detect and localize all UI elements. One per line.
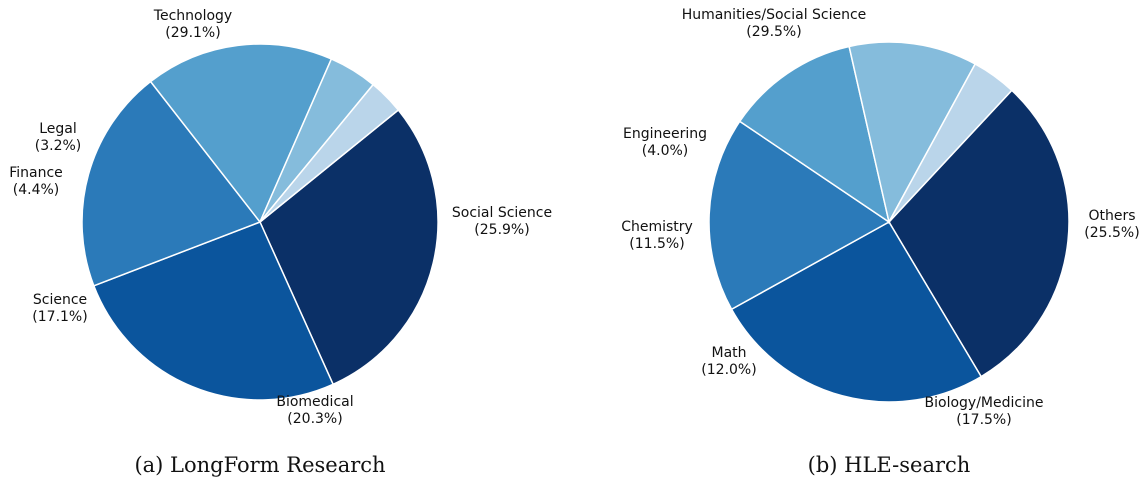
slice-label-biomedical: Biomedical (20.3%)	[276, 394, 353, 427]
slice-label-engineering: Engineering (4.0%)	[623, 126, 707, 159]
pie-slice-science	[149, 43, 333, 224]
slice-label-math: Math (12.0%)	[701, 345, 756, 378]
pie-slice-technology	[259, 108, 439, 386]
slice-label-finance: Finance (4.4%)	[9, 165, 63, 198]
slice-label-science: Science (17.1%)	[32, 292, 87, 325]
slice-label-biology-medicine: Biology/Medicine (17.5%)	[925, 395, 1044, 428]
slice-label-humanities-social-science: Humanities/Social Science (29.5%)	[682, 7, 867, 40]
pie-slice-biology-medicine	[708, 120, 891, 311]
pie-slice-legal	[259, 83, 400, 223]
pie-slice-humanities-social-science	[888, 89, 1070, 378]
caption-hle-search: (b) HLE-search	[808, 453, 971, 477]
slice-label-technology: Technology (29.1%)	[153, 8, 232, 41]
caption-longform-research: (a) LongForm Research	[134, 453, 385, 477]
pie-slice-chemistry	[848, 41, 977, 225]
pie-slice-engineering	[888, 62, 1013, 223]
slice-label-social-science: Social Science (25.9%)	[452, 205, 552, 238]
pie-slice-biomedical	[81, 80, 262, 287]
pie-slice-others	[730, 220, 983, 403]
slice-label-legal: Legal (3.2%)	[35, 121, 82, 154]
slice-label-chemistry: Chemistry (11.5%)	[621, 219, 693, 252]
pie-slice-math	[738, 45, 891, 224]
pie-slice-social-science	[92, 221, 335, 401]
pie-chart-longform-research: Technology (29.1%) Social Science (25.9%) Bi…	[9, 8, 552, 427]
slice-label-others: Others (25.5%)	[1084, 208, 1139, 241]
pie-chart-hle-search: Humanities/Social Science (29.5%) Others (2…	[621, 7, 1140, 428]
